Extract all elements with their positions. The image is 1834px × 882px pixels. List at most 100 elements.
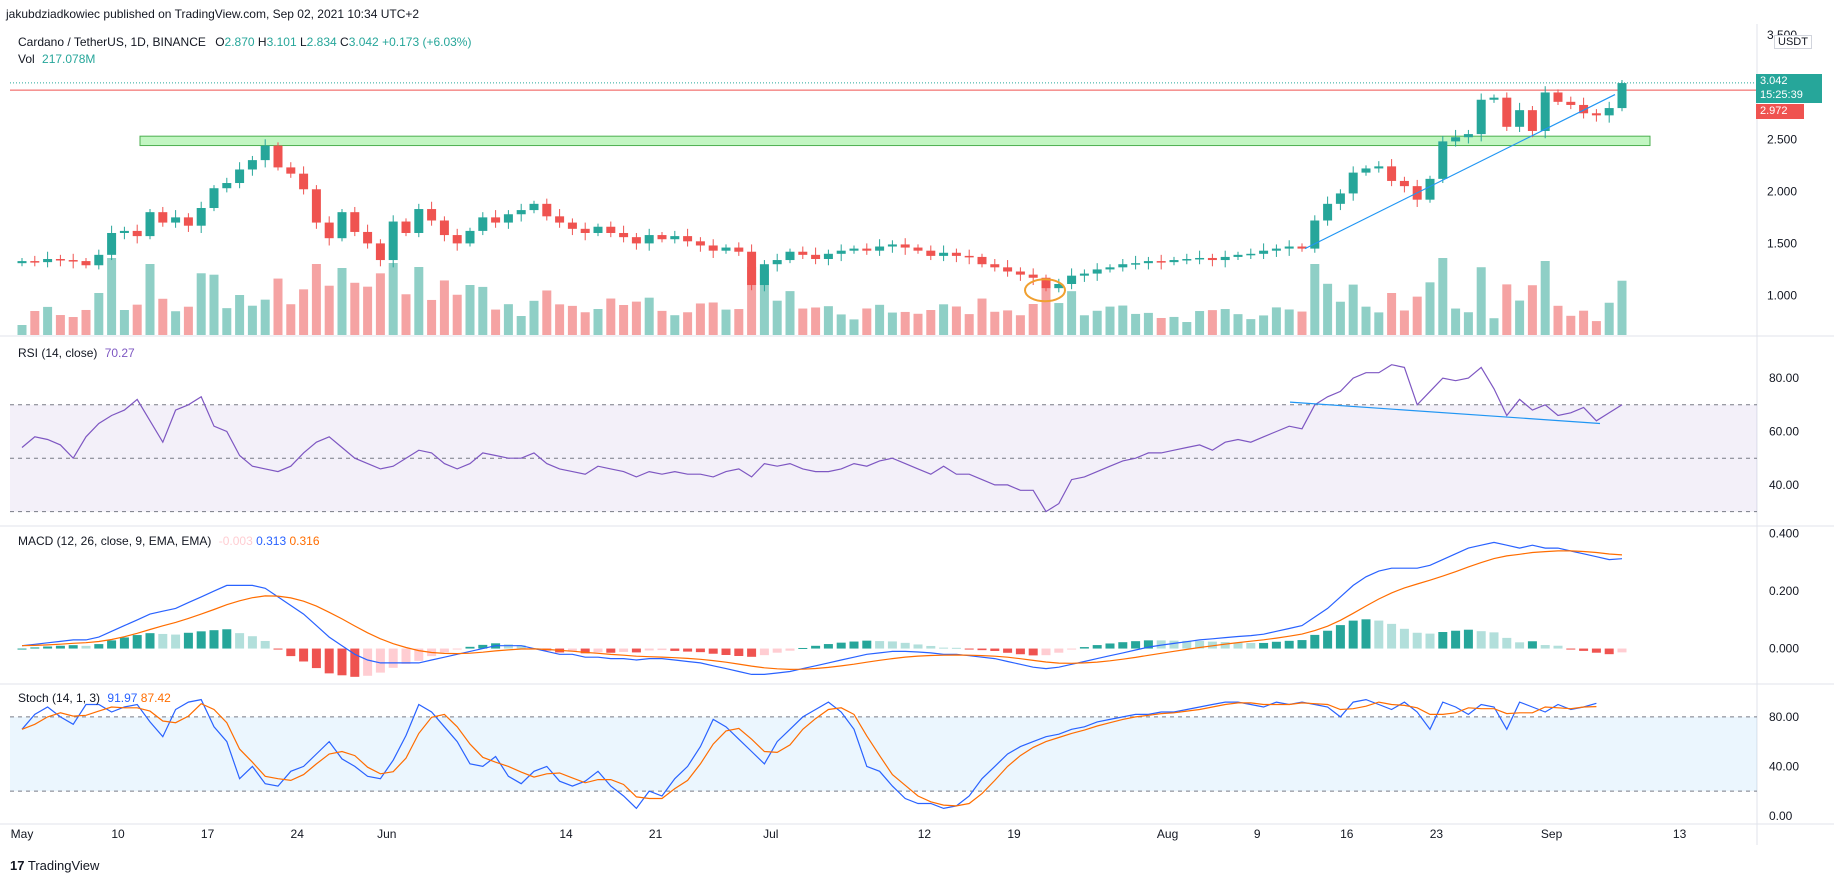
macd-histogram-bar <box>734 648 744 656</box>
macd-histogram-bar <box>1015 648 1025 655</box>
macd-hist-value: -0.003 <box>218 534 253 548</box>
time-tick-label: Aug <box>1157 827 1178 841</box>
macd-histogram-bar <box>183 632 193 649</box>
candle-body <box>606 226 616 233</box>
macd-histogram-bar <box>209 630 219 649</box>
macd-histogram-bar <box>1604 648 1614 655</box>
volume-bar <box>427 299 437 335</box>
candle-body <box>721 247 731 251</box>
macd-value: 0.313 <box>256 534 287 548</box>
macd-histogram-bar <box>1374 620 1384 649</box>
candle-body <box>1028 274 1038 278</box>
stoch-label[interactable]: Stoch (14, 1, 3) <box>18 691 101 705</box>
volume-bar <box>1271 307 1281 335</box>
volume-bar <box>119 310 129 335</box>
candle-body <box>1131 263 1141 265</box>
candle-body <box>299 173 309 190</box>
volume-bar <box>580 312 590 335</box>
macd-histogram-bar <box>1502 637 1512 649</box>
volume-bar <box>1502 284 1512 335</box>
macd-histogram-bar <box>900 642 910 649</box>
volume-bar <box>171 311 181 335</box>
macd-histogram-bar <box>695 648 705 653</box>
candle-body <box>516 210 526 215</box>
macd-histogram-bar <box>1054 648 1064 653</box>
macd-histogram-bar <box>1579 648 1589 651</box>
candle-body <box>631 237 641 244</box>
symbol-label[interactable]: Cardano / TetherUS, 1D, BINANCE <box>18 35 206 49</box>
macd-histogram-bar <box>1335 625 1345 649</box>
macd-histogram-bar <box>299 648 309 662</box>
macd-label[interactable]: MACD (12, 26, close, 9, EMA, EMA) <box>18 534 212 548</box>
macd-histogram-bar <box>1591 648 1601 653</box>
macd-histogram-bar <box>1463 629 1473 649</box>
volume-legend: Vol 217.078M <box>18 52 95 66</box>
currency-badge[interactable]: USDT <box>1774 35 1812 49</box>
time-tick-label: 9 <box>1254 827 1261 841</box>
macd-histogram-bar <box>337 648 347 676</box>
macd-histogram-bar <box>708 648 718 654</box>
candle-body <box>1463 134 1473 138</box>
volume-bar <box>1566 315 1576 335</box>
macd-histogram-bar <box>171 634 181 649</box>
macd-histogram-bar <box>1156 640 1166 649</box>
macd-histogram-bar <box>68 645 78 649</box>
volume-bar <box>401 294 411 335</box>
candle-body <box>1259 250 1269 254</box>
candle-body <box>43 259 53 263</box>
candle-body <box>1156 261 1166 263</box>
macd-histogram-bar <box>951 647 961 649</box>
price-tick-label: 1.000 <box>1767 288 1797 302</box>
macd-histogram-bar <box>81 645 91 649</box>
volume-bar <box>414 267 424 335</box>
candle-body <box>1451 137 1461 142</box>
candle-body <box>183 217 193 226</box>
candle-body <box>491 217 501 223</box>
volume-bar <box>1284 309 1294 335</box>
candle-body <box>260 145 270 161</box>
macd-histogram-bar <box>107 640 117 649</box>
candle-body <box>235 169 245 184</box>
macd-signal-line <box>21 550 1623 671</box>
volume-bar <box>977 298 987 335</box>
volume-bar <box>785 291 795 335</box>
volume-bar <box>247 305 257 335</box>
time-tick-label: 21 <box>649 827 663 841</box>
candle-body <box>1054 283 1064 289</box>
volume-bar <box>1323 283 1333 335</box>
macd-histogram-bar <box>235 633 245 649</box>
candle-body <box>1476 99 1486 135</box>
volume-bar <box>68 317 78 335</box>
low-label: L <box>299 35 307 49</box>
candle-body <box>1182 259 1192 261</box>
macd-histogram-bar <box>1271 641 1281 649</box>
volume-bar <box>734 309 744 335</box>
volume-bar <box>1515 300 1525 335</box>
candle-body <box>158 212 168 223</box>
stoch-k-line <box>21 698 1597 810</box>
volume-bar <box>1003 310 1013 335</box>
macd-histogram-bar <box>452 648 462 650</box>
candle-body <box>1553 92 1563 102</box>
macd-tick-label: 0.000 <box>1769 642 1799 656</box>
volume-bar <box>1451 308 1461 335</box>
volume-bar <box>1079 315 1089 335</box>
published-by-line: jakubdziadkowiec published on TradingVie… <box>6 7 420 21</box>
macd-line <box>21 541 1623 675</box>
candle-body <box>734 247 744 252</box>
volume-bar <box>1617 280 1627 335</box>
macd-histogram-bar <box>913 644 923 649</box>
macd-histogram-bar <box>1451 630 1461 649</box>
macd-histogram-bar <box>977 648 987 651</box>
volume-bar <box>747 267 757 335</box>
time-tick-label: 10 <box>111 827 125 841</box>
macd-histogram-bar <box>1617 648 1627 653</box>
macd-histogram-bar <box>55 645 65 649</box>
macd-histogram-bar <box>823 644 833 649</box>
candle-body <box>1527 110 1537 131</box>
rsi-label[interactable]: RSI (14, close) <box>18 346 98 360</box>
volume-bar <box>235 295 245 335</box>
candle-body <box>1092 269 1102 274</box>
macd-histogram-bar <box>939 647 949 649</box>
time-tick-label: 16 <box>1340 827 1354 841</box>
